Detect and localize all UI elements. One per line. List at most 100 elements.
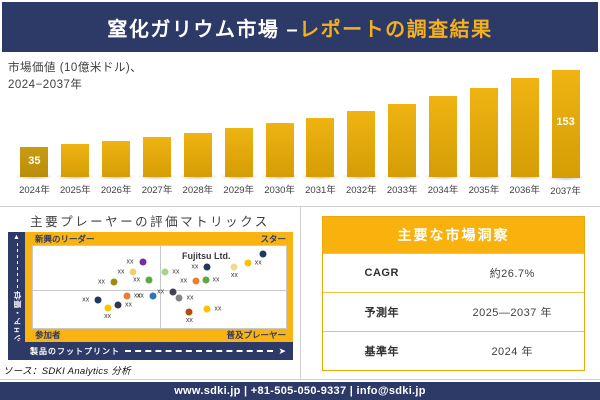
matrix-point-label: xx	[214, 305, 222, 313]
year-label: 2029年	[223, 185, 255, 196]
year-label: 2033年	[386, 185, 418, 196]
matrix-point	[202, 276, 210, 284]
matrix-point	[192, 277, 200, 285]
insight-row-forecast-years: 予測年 2025—2037 年	[323, 292, 584, 331]
matrix-point-label: xx	[125, 301, 132, 309]
up-arrow-icon: ▲	[13, 234, 20, 241]
bar-column: 2033年	[382, 70, 423, 196]
matrix-x-axis-label: 製品のフットプリント	[30, 346, 120, 356]
insight-value: 約26.7%	[489, 268, 535, 280]
year-label: 2036年	[509, 185, 541, 196]
insights-table: 主要な市場洞察 CAGR 約26.7% 予測年 2025—2037 年 基準年 …	[322, 216, 585, 371]
insight-label: 予測年	[364, 307, 399, 319]
quadrant-label-top-right: スター	[260, 234, 286, 244]
matrix-point-label: xx	[133, 276, 141, 284]
insight-value: 2024 年	[491, 346, 533, 358]
matrix-point-label: xx	[191, 263, 199, 271]
year-label: 2025年	[59, 185, 91, 196]
matrix-point	[230, 263, 238, 271]
header-bar: 窒化ガリウム市場 – レポートの調査結果	[2, 2, 598, 52]
bar-column: 2026年	[96, 70, 137, 196]
matrix-point-label: xx	[212, 276, 220, 284]
bar-column: 2028年	[177, 70, 218, 196]
bar-2025年	[61, 144, 90, 177]
dashed-line-vertical	[16, 243, 18, 296]
bar-column: 2030年	[259, 70, 300, 196]
chart-value-label-line1: 市場価値 (10億米ドル)、	[8, 62, 143, 74]
bar-column: 2036年	[504, 70, 545, 196]
insight-label: 基準年	[364, 346, 399, 358]
bar-2036年	[510, 78, 539, 177]
quadrant-label-top-left: 新興のリーダー	[35, 234, 95, 244]
matrix-point-label: xx	[186, 294, 194, 302]
insights-header: 主要な市場洞察	[323, 217, 584, 253]
matrix-point-label: xx	[185, 316, 193, 324]
horizontal-divider-bottom	[0, 379, 600, 380]
matrix-frame: 新興のリーダー スター 参加者 普及プレーヤー Fujitsu Ltd. xx x…	[25, 232, 293, 342]
chart-value-label: 市場価値 (10億米ドル)、 2024−2037年	[8, 60, 142, 93]
bar-column: 2035年	[463, 70, 504, 196]
matrix-point	[129, 268, 137, 276]
bar-value-label: 35	[28, 155, 41, 167]
bar-chart: 35 2024年 2025年 2026年 2027年 2028年 2029年 2030年 203…	[14, 70, 586, 197]
matrix-point	[114, 301, 122, 309]
year-label: 2026年	[100, 185, 132, 196]
bar-2031年	[306, 118, 335, 177]
matrix-point-label: xx	[82, 296, 90, 304]
insight-row-cagr: CAGR 約26.7%	[323, 253, 584, 292]
insight-row-base-year: 基準年 2024 年	[323, 331, 584, 370]
matrix-point	[123, 292, 131, 300]
page-title: 窒化ガリウム市場 –	[107, 18, 300, 41]
matrix-point-label: xx	[117, 268, 125, 276]
matrix-point	[185, 308, 193, 316]
year-label: 2031年	[305, 185, 336, 196]
year-label: 2024年	[19, 185, 50, 196]
bar-column: 2027年	[137, 70, 178, 196]
matrix-point	[203, 305, 211, 313]
source-note: ソース：SDKI Analytics 分析	[3, 366, 131, 377]
bar-2033年	[388, 104, 417, 177]
year-label: 2028年	[182, 185, 214, 196]
bar-column: 2025年	[55, 70, 96, 196]
bar-column: 2034年	[423, 70, 464, 196]
bar-2028年	[183, 133, 212, 177]
matrix-point	[110, 278, 118, 286]
matrix-point-label: xx	[126, 258, 134, 266]
year-label: 2032年	[345, 185, 377, 196]
matrix-point	[259, 250, 267, 258]
bar-2034年	[429, 96, 458, 177]
insight-label: CAGR	[364, 267, 399, 279]
bar-column: 2032年	[341, 70, 382, 196]
matrix-point	[203, 263, 211, 271]
bar-value-label: 153	[556, 116, 575, 128]
matrix-point-label: xx	[157, 288, 165, 296]
quadrant-label-bottom-left: 参加者	[35, 330, 61, 340]
matrix-point	[161, 268, 169, 276]
footer-bar: www.sdki.jp | +81-505-050-9337 | info@sd…	[0, 382, 600, 400]
right-arrow-icon: ➤	[278, 345, 286, 356]
matrix-point-label: xx	[254, 259, 262, 267]
bar-2024年: 35	[20, 147, 49, 177]
footer-contact: www.sdki.jp | +81-505-050-9337 | info@sd…	[174, 385, 426, 397]
matrix-title: 主要プレーヤーの評価マトリックス	[30, 215, 270, 229]
matrix-point-label: xx	[180, 277, 188, 285]
fujitsu-annotation: Fujitsu Ltd.	[182, 250, 231, 261]
matrix-point-label: xx	[136, 292, 144, 300]
matrix-point	[104, 304, 112, 312]
matrix-point	[149, 292, 157, 300]
quadrant-label-bottom-right: 普及プレーヤー	[226, 330, 286, 340]
bar-column: 153 2037年	[545, 70, 586, 197]
chart-value-label-line2: 2024−2037年	[8, 78, 83, 91]
matrix-point	[139, 258, 147, 266]
vertical-divider	[300, 206, 301, 379]
bar-2035年	[469, 88, 498, 177]
matrix-point-label: xx	[104, 312, 112, 320]
matrix-point-label: xx	[172, 268, 180, 276]
matrix-y-axis-strip: ▲ 市場シェア・順位	[8, 232, 25, 360]
bar-2029年	[224, 128, 253, 177]
bar-2026年	[102, 141, 131, 177]
insight-value: 2025—2037 年	[472, 307, 552, 319]
bar-2032年	[347, 111, 376, 177]
bar-column: 35 2024年	[14, 70, 55, 196]
bar-column: 2031年	[300, 70, 341, 196]
